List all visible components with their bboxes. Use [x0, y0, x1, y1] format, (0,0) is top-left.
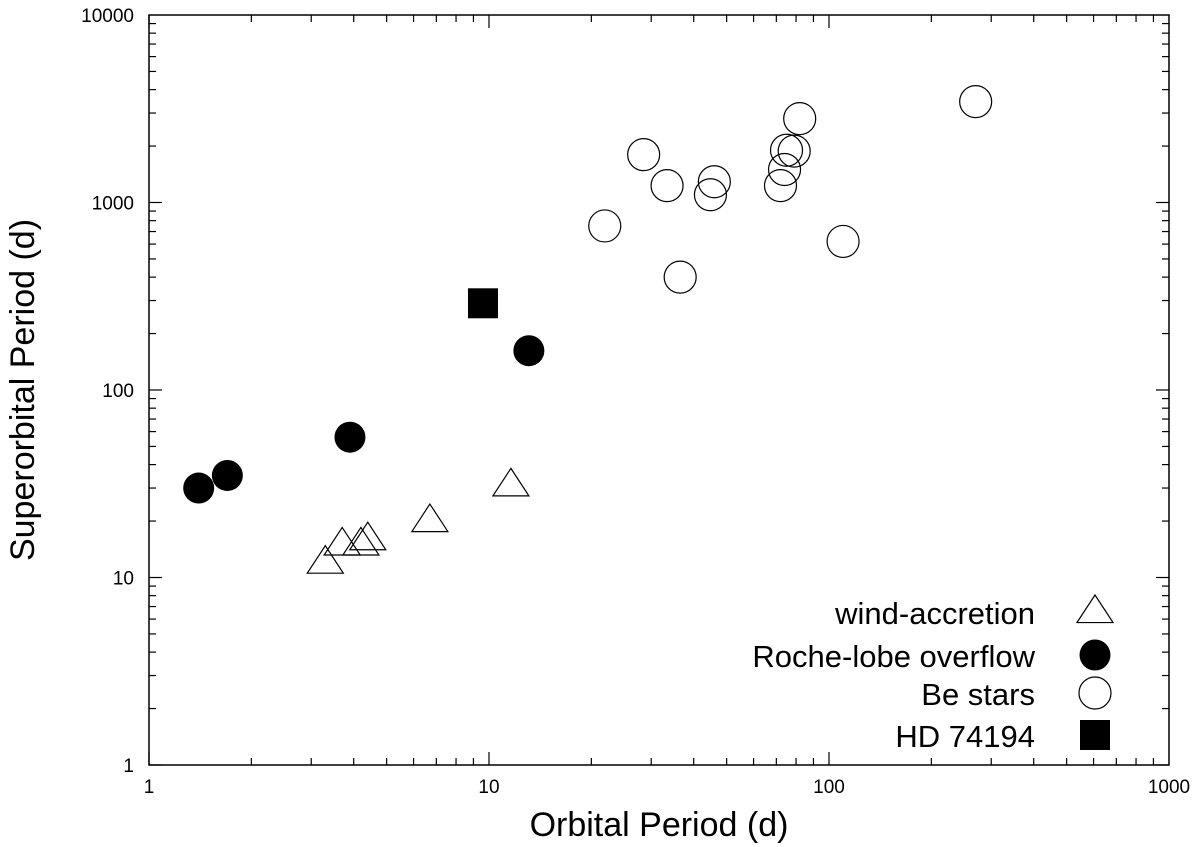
y-axis-label: Superorbital Period (d) — [4, 219, 42, 561]
data-point — [693, 178, 728, 212]
y-tick-label: 10000 — [81, 6, 134, 27]
data-point — [777, 134, 811, 168]
data-point — [341, 526, 381, 556]
legend-label: Be stars — [921, 677, 1035, 712]
tick-labels: 1 10 100 1000 1 10 100 1000 10000 — [81, 6, 1190, 798]
data-point — [826, 224, 860, 259]
data-point — [627, 138, 661, 172]
y-tick-label: 1000 — [92, 194, 134, 215]
legend-marker — [1079, 639, 1111, 671]
data-point — [467, 288, 498, 319]
data-point — [410, 502, 449, 533]
data-point — [783, 102, 817, 136]
legend-marker — [1080, 720, 1110, 750]
data-point — [959, 85, 993, 119]
data-point — [348, 521, 387, 551]
data-point — [183, 472, 215, 504]
legend-label: wind-accretion — [834, 596, 1035, 631]
y-tick-label: 100 — [102, 381, 134, 402]
x-tick-label: 1 — [144, 777, 155, 798]
legend-label: Roche-lobe overflow — [752, 639, 1035, 674]
data-point — [663, 260, 697, 294]
data-point — [491, 467, 531, 497]
legend-marker — [1075, 593, 1115, 624]
y-tick-label: 10 — [113, 569, 134, 590]
data-point — [769, 133, 804, 167]
x-tick-label: 10 — [478, 777, 499, 798]
y-tick-label: 1 — [123, 756, 134, 777]
data-point — [588, 209, 622, 243]
legend-marker — [1078, 676, 1112, 710]
data-point — [767, 152, 802, 187]
data-point — [697, 165, 731, 199]
data-point — [306, 544, 345, 574]
data-point — [650, 169, 684, 203]
data-point — [763, 169, 798, 203]
x-axis-label: Orbital Period (d) — [530, 806, 789, 844]
data-point — [513, 335, 545, 367]
data-point — [334, 421, 366, 453]
axis-ticks — [148, 15, 1169, 766]
data-points — [183, 85, 993, 574]
x-tick-label: 100 — [813, 777, 845, 798]
legend-label: HD 74194 — [895, 719, 1035, 754]
data-point — [211, 459, 243, 491]
x-tick-label: 1000 — [1148, 777, 1190, 798]
